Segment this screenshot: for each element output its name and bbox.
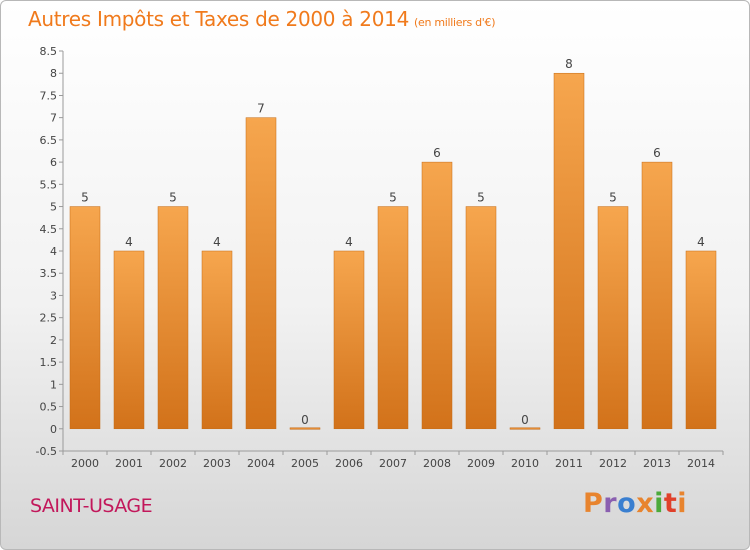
- bar-value-label: 0: [521, 413, 529, 427]
- chart-title: Autres Impôts et Taxes de 2000 à 2014 (en…: [28, 7, 495, 31]
- y-tick-label: 8.5: [40, 45, 58, 58]
- bar: [465, 206, 497, 430]
- logo-letter: t: [663, 488, 678, 519]
- x-tick-label: 2013: [643, 457, 671, 470]
- y-tick-label: 0: [50, 423, 57, 436]
- y-tick-label: 6: [50, 156, 57, 169]
- y-tick-label: 2: [50, 334, 57, 347]
- bar-value-label: 4: [697, 235, 705, 249]
- x-tick-label: 2007: [379, 457, 407, 470]
- bar-value-label: 5: [389, 191, 397, 205]
- x-tick-label: 2003: [203, 457, 231, 470]
- y-tick-label: 4: [50, 245, 57, 258]
- bar: [289, 427, 321, 430]
- y-tick-label: 7: [50, 112, 57, 125]
- x-tick-label: 2006: [335, 457, 363, 470]
- logo-letter: i: [654, 488, 664, 519]
- x-tick-label: 2010: [511, 457, 539, 470]
- x-tick-label: 2008: [423, 457, 451, 470]
- bar: [377, 206, 409, 430]
- y-tick-label: 1: [50, 378, 57, 391]
- commune-name: SAINT-USAGE: [30, 495, 153, 517]
- bar: [421, 161, 453, 430]
- bar-value-label: 4: [125, 235, 133, 249]
- proxiti-logo: Proxiti: [583, 488, 687, 519]
- y-tick-label: 1.5: [40, 356, 58, 369]
- bar-value-label: 6: [653, 146, 661, 160]
- bar: [245, 117, 277, 430]
- x-tick-label: 2014: [687, 457, 715, 470]
- y-tick-label: 2.5: [40, 312, 58, 325]
- bar: [113, 250, 145, 430]
- bar-value-label: 5: [81, 191, 89, 205]
- bar: [69, 206, 101, 430]
- bar: [685, 250, 717, 430]
- bar: [201, 250, 233, 430]
- logo-letter: o: [617, 488, 637, 519]
- bar-value-label: 4: [213, 235, 221, 249]
- bar-value-label: 5: [477, 191, 485, 205]
- x-tick-label: 2001: [115, 457, 143, 470]
- bar: [333, 250, 365, 430]
- bar-value-label: 0: [301, 413, 309, 427]
- bar-value-label: 5: [169, 191, 177, 205]
- x-tick-label: 2002: [159, 457, 187, 470]
- logo-letter: i: [677, 488, 688, 519]
- x-tick-label: 2009: [467, 457, 495, 470]
- y-tick-label: 8: [50, 67, 57, 80]
- bar-value-label: 7: [257, 102, 265, 116]
- y-tick-label: 6.5: [40, 134, 58, 147]
- y-tick-label: 7.5: [40, 89, 58, 102]
- x-tick-label: 2000: [71, 457, 99, 470]
- y-tick-label: -0.5: [36, 445, 57, 458]
- y-tick-label: 3: [50, 289, 57, 302]
- y-tick-label: 5.5: [40, 178, 58, 191]
- logo-letter: x: [636, 488, 655, 519]
- logo-letter: r: [603, 488, 618, 519]
- y-tick-label: 0.5: [40, 401, 58, 414]
- bar: [597, 206, 629, 430]
- y-tick-label: 5: [50, 201, 57, 214]
- bar: [641, 161, 673, 430]
- logo-letter: P: [583, 488, 604, 519]
- bar: [157, 206, 189, 430]
- x-tick-label: 2012: [599, 457, 627, 470]
- y-tick-label: 3.5: [40, 267, 58, 280]
- y-tick-label: 4.5: [40, 223, 58, 236]
- bar-value-label: 4: [345, 235, 353, 249]
- bar: [553, 72, 585, 430]
- bar-value-label: 5: [609, 191, 617, 205]
- chart-unit: (en milliers d'€): [414, 16, 496, 29]
- x-tick-label: 2005: [291, 457, 319, 470]
- bar: [509, 427, 541, 430]
- x-tick-label: 2004: [247, 457, 275, 470]
- chart-title-text: Autres Impôts et Taxes de 2000 à 2014: [28, 7, 409, 31]
- x-tick-label: 2011: [555, 457, 583, 470]
- bar-value-label: 6: [433, 146, 441, 160]
- bar-value-label: 8: [565, 57, 573, 71]
